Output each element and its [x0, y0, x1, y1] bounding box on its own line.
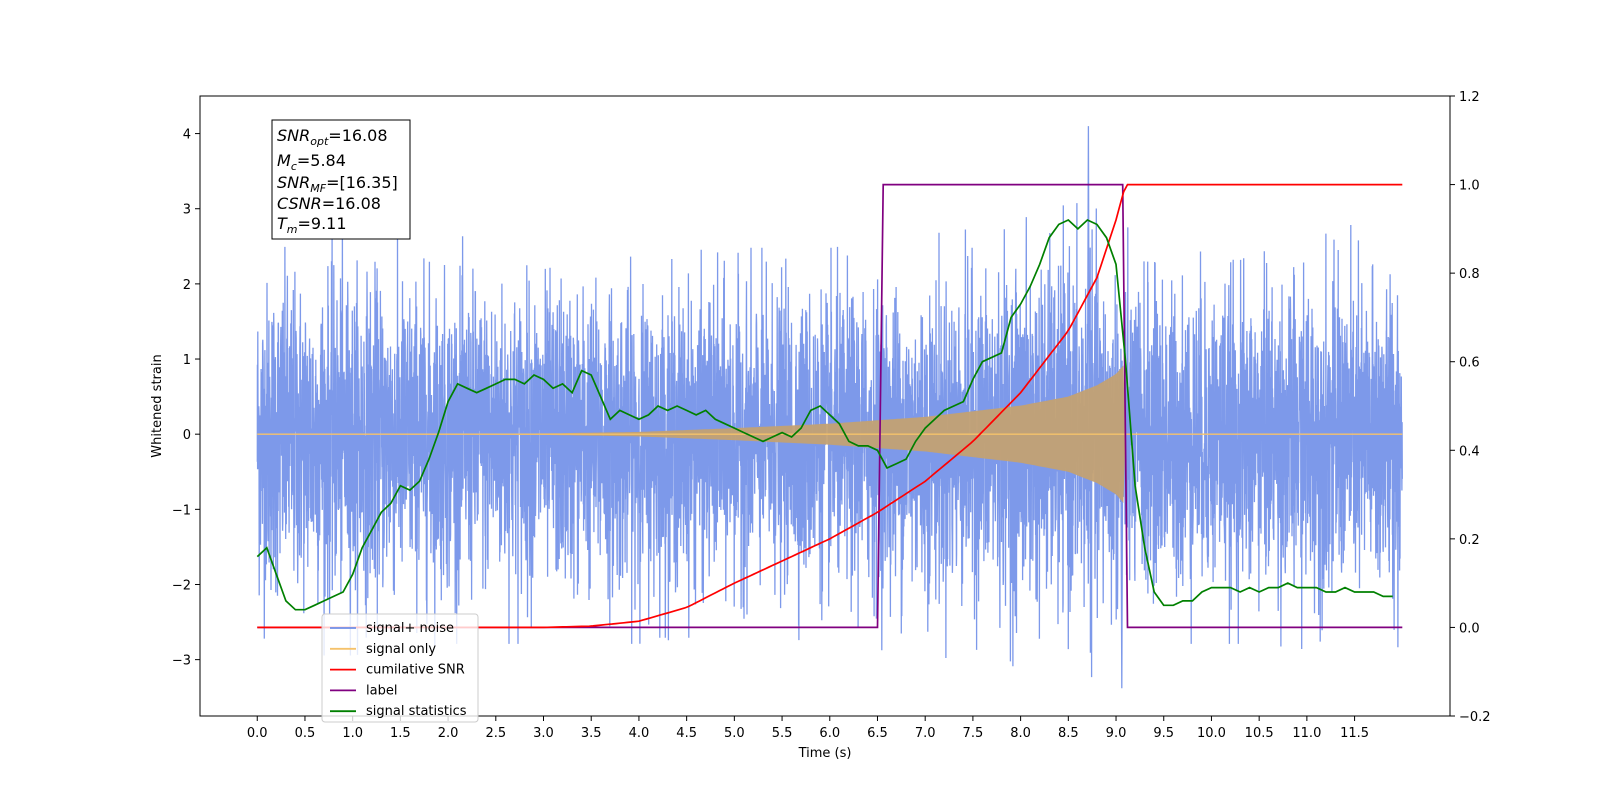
- x-tick-label: 1.5: [390, 726, 411, 741]
- legend-item: signal statistics: [330, 704, 467, 719]
- legend-frame: [321, 613, 479, 723]
- x-tick-label: 7.0: [915, 726, 936, 741]
- x-axis: 0.0 0.5 1.0 1.5 2.0 2.5 3.0 3.5 4.0 4.5 5.0 5.5 6.0 6…: [247, 716, 1369, 741]
- plot-frame: [199, 95, 1451, 717]
- y-tick-label: 1: [183, 353, 191, 368]
- y2-tick-label: 0.4: [1459, 444, 1480, 459]
- stat-csnr: CSNR=16.08: [277, 194, 381, 213]
- y2-tick-label: 0.2: [1459, 533, 1480, 548]
- y-tick-label: 0: [183, 428, 191, 443]
- x-tick-label: 0.0: [247, 726, 268, 741]
- stat-snr-opt: SNRopt=16.08: [277, 126, 388, 148]
- legend: signal+ noise signal only cumilative SNR la…: [321, 613, 479, 723]
- y2-tick-label: −0.2: [1459, 710, 1491, 725]
- signal-only-series: [257, 365, 1403, 503]
- x-tick-label: 11.0: [1292, 726, 1321, 741]
- y2-tick-label: 1.0: [1459, 179, 1480, 194]
- signal-plus-noise-line: [256, 126, 1403, 689]
- legend-label: signal+ noise: [366, 621, 454, 636]
- stats-annotation-box: SNRopt=16.08 Mc=5.84 SNRMF=[16.35] CSNR=…: [271, 119, 411, 240]
- x-tick-label: 5.0: [724, 726, 745, 741]
- y-axis-label: Whitened strain: [150, 354, 165, 457]
- label-line: [257, 183, 1403, 629]
- legend-label: signal only: [366, 642, 436, 657]
- x-tick-label: 6.5: [867, 726, 888, 741]
- x-tick-label: 9.5: [1153, 726, 1174, 741]
- legend-item: signal+ noise: [330, 621, 454, 636]
- x-axis-label: Time (s): [798, 746, 852, 761]
- x-tick-label: 4.5: [676, 726, 697, 741]
- y-tick-label: −2: [172, 578, 191, 593]
- legend-label: label: [366, 683, 397, 698]
- x-tick-label: 4.0: [629, 726, 650, 741]
- x-tick-label: 0.5: [295, 726, 316, 741]
- x-tick-label: 11.5: [1340, 726, 1369, 741]
- legend-item: signal only: [330, 642, 436, 657]
- y-tick-label: 2: [183, 278, 191, 293]
- y-tick-label: 4: [183, 128, 191, 143]
- x-tick-label: 5.5: [772, 726, 793, 741]
- x-tick-label: 2.5: [485, 726, 506, 741]
- y2-tick-label: 0.8: [1459, 267, 1480, 282]
- legend-label: signal statistics: [366, 704, 467, 719]
- x-tick-label: 3.5: [581, 726, 602, 741]
- y2-tick-label: 0.0: [1459, 621, 1480, 636]
- legend-item: label: [330, 683, 397, 698]
- y-tick-label: −3: [172, 654, 191, 669]
- y2-tick-label: 1.2: [1459, 90, 1480, 105]
- stat-tm: Tm=9.11: [277, 214, 347, 236]
- y-axis-left: −3 −2 −1 0 1 2 3 4: [172, 128, 200, 669]
- x-tick-label: 8.5: [1058, 726, 1079, 741]
- x-tick-label: 7.5: [963, 726, 984, 741]
- legend-item: cumilative SNR: [330, 663, 465, 678]
- stat-snr-mf: SNRMF=[16.35]: [277, 173, 398, 195]
- stat-mc: Mc=5.84: [277, 151, 346, 173]
- x-tick-label: 10.5: [1245, 726, 1274, 741]
- x-tick-label: 9.0: [1106, 726, 1127, 741]
- x-tick-label: 2.0: [438, 726, 459, 741]
- x-tick-label: 10.0: [1197, 726, 1226, 741]
- x-tick-label: 1.0: [342, 726, 363, 741]
- signal-statistics-line: [256, 218, 1393, 611]
- y-tick-label: 3: [183, 203, 191, 218]
- y2-tick-label: 0.6: [1459, 356, 1480, 371]
- noise-series: [256, 126, 1403, 689]
- x-tick-label: 3.0: [533, 726, 554, 741]
- y-axis-right: −0.2 0.0 0.2 0.4 0.6 0.8 1.0 1.2: [1450, 90, 1491, 725]
- x-tick-label: 8.0: [1010, 726, 1031, 741]
- x-tick-label: 6.0: [819, 726, 840, 741]
- y-tick-label: −1: [172, 503, 191, 518]
- legend-label: cumilative SNR: [366, 663, 465, 678]
